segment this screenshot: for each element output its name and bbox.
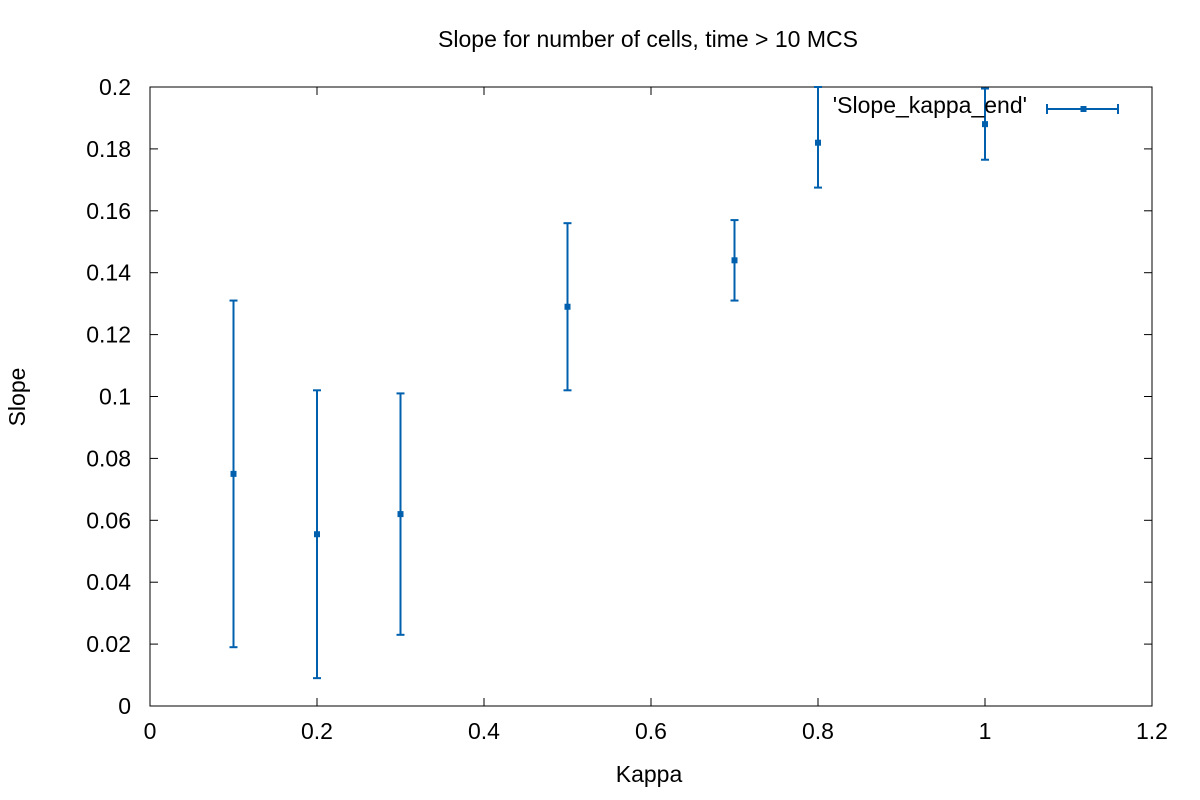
- y-tick-label: 0.16: [86, 198, 131, 224]
- x-axis-title: Kappa: [616, 761, 683, 787]
- data-series: [229, 86, 989, 680]
- x-tick-label: 1: [979, 718, 992, 744]
- error-bar-point: [730, 219, 739, 302]
- x-tick-label: 0.6: [635, 718, 667, 744]
- data-point: [314, 531, 320, 538]
- data-point: [564, 303, 571, 310]
- x-tick-label: 0.2: [301, 718, 333, 744]
- y-tick-label: 0.02: [86, 631, 131, 657]
- y-tick-label: 0.18: [86, 136, 131, 162]
- x-tick-label: 0.8: [802, 718, 834, 744]
- y-axis: 0 0.02 0.04 0.06 0.08 0.1 0.12 0.14 0.16 0.18 0.2: [86, 74, 1152, 719]
- error-bar-point: [981, 87, 989, 161]
- data-point: [397, 511, 404, 518]
- y-tick-label: 0: [118, 693, 131, 719]
- legend-label: 'Slope_kappa_end': [833, 92, 1027, 118]
- y-tick-label: 0.2: [99, 74, 131, 100]
- data-point: [230, 470, 237, 477]
- x-tick-label: 1.2: [1136, 718, 1168, 744]
- y-axis-title: Slope: [4, 368, 30, 427]
- x-axis: 0 0.2 0.4 0.6 0.8 1 1.2: [144, 87, 1168, 744]
- y-tick-label: 0.06: [86, 507, 131, 533]
- y-tick-label: 0.14: [86, 260, 131, 286]
- chart-title: Slope for number of cells, time > 10 MCS: [438, 26, 858, 52]
- error-bar-point: [814, 86, 822, 189]
- x-tick-label: 0: [144, 718, 157, 744]
- y-tick-label: 0.12: [86, 322, 131, 348]
- data-point: [982, 121, 988, 128]
- data-point: [731, 257, 738, 264]
- error-bar-point: [313, 389, 321, 680]
- y-tick-label: 0.1: [99, 384, 131, 410]
- y-tick-label: 0.08: [86, 445, 131, 471]
- data-point: [815, 139, 821, 146]
- error-bar-point: [396, 392, 405, 636]
- legend-point: [1080, 106, 1087, 112]
- y-tick-label: 0.04: [86, 569, 131, 595]
- error-bar-point: [563, 222, 572, 392]
- plot-frame: [149, 86, 1153, 707]
- error-bar-point: [229, 299, 238, 649]
- legend: 'Slope_kappa_end': [833, 92, 1119, 118]
- x-tick-label: 0.4: [468, 718, 500, 744]
